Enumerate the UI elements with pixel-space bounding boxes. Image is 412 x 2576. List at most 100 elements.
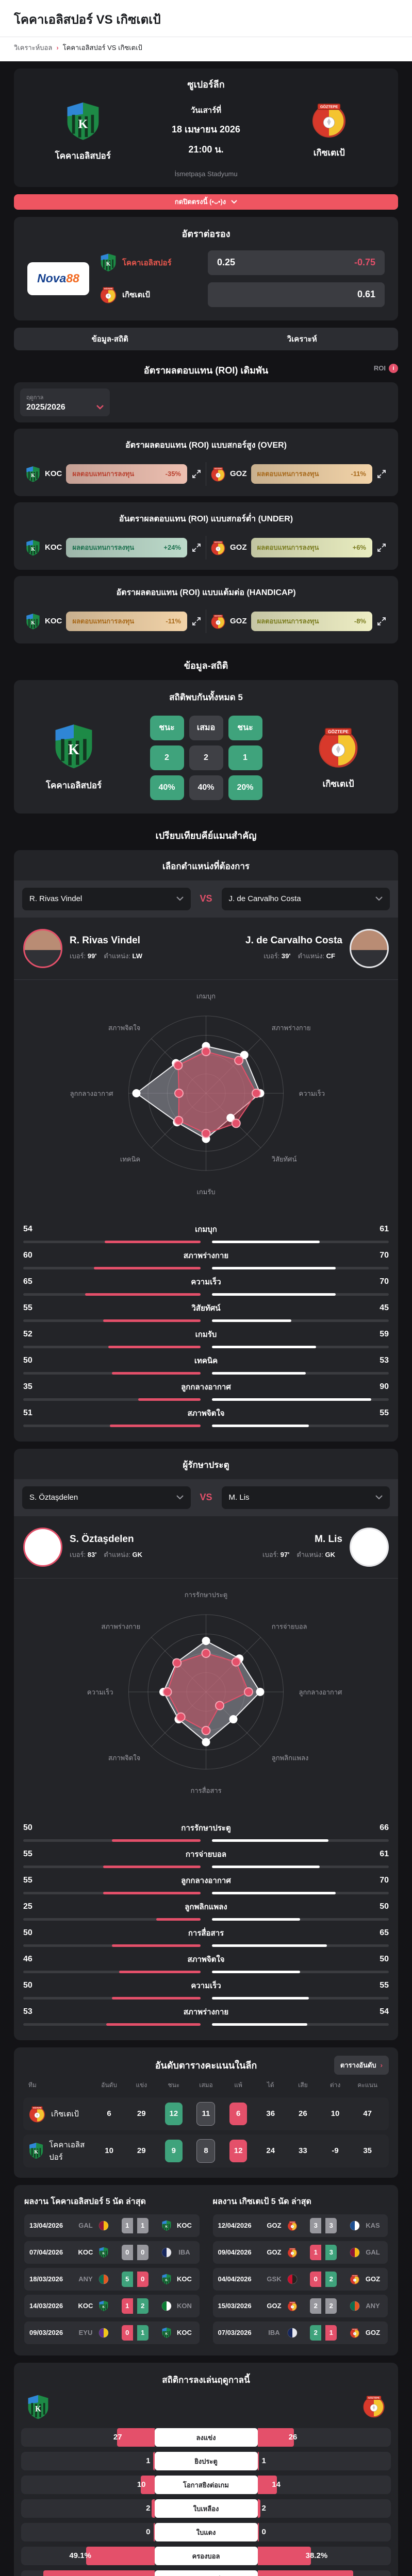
breadcrumb-current: โคคาเอลิสปอร์ VS เกิซเตเป้ bbox=[62, 44, 142, 52]
roi-value-pill: ผลตอบแทนการลงทุน +6% bbox=[251, 537, 372, 557]
stat-left-value: 46 bbox=[23, 1954, 32, 1963]
close-banner-button[interactable]: กดปิดตรงนี้ (•ᴗ•)ง bbox=[14, 194, 398, 210]
stat-right-bar bbox=[211, 1319, 389, 1322]
svg-text:K: K bbox=[165, 2332, 168, 2335]
odds-team: GÖZTEPE เกิซเตเป้ bbox=[100, 286, 203, 303]
keyman-selects: R. Rivas Vindel VS J. de Carvalho Costa bbox=[14, 880, 398, 918]
league-name: ซูเปอร์ลีก bbox=[187, 79, 225, 90]
season-stat-label: ใบเหลือง bbox=[154, 2499, 258, 2518]
radar-chart: เกมบุกสภาพร่างกายความเร็ววิสัยทัศน์เกมรั… bbox=[70, 992, 325, 1196]
stat-left-value: 35 bbox=[23, 1382, 32, 1391]
match-time: 21:00 น. bbox=[188, 144, 224, 155]
match-result-row[interactable]: 14/03/2026 KOC K 1 2 KON bbox=[24, 2294, 200, 2317]
stat-bar-row: 52 เกมรับ 59 bbox=[23, 1323, 389, 1349]
goz-badge: GÖZTEPE bbox=[287, 2221, 297, 2231]
home-badge bbox=[98, 2221, 109, 2231]
expand-icon[interactable] bbox=[191, 543, 202, 553]
h2h-percent: 20% bbox=[228, 775, 262, 800]
home-score: 2 bbox=[310, 2298, 322, 2314]
expand-icon[interactable] bbox=[376, 616, 387, 626]
h2h-grid: ชนะ 2 40% เสมอ 2 40% ชนะ 1 20% bbox=[150, 715, 262, 800]
home-abbr: ANY bbox=[78, 2275, 93, 2283]
avatar bbox=[23, 1527, 62, 1567]
odds-title: อัตราต่อรอง bbox=[182, 228, 230, 239]
breadcrumb-link[interactable]: วิเคราะห์บอล bbox=[14, 44, 53, 52]
match-result-row[interactable]: 12/04/2026 GOZ GÖZTEPE 3 3 KAS bbox=[212, 2214, 388, 2237]
season-filter-card: ฤดูกาล 2025/2026 bbox=[14, 382, 398, 422]
goz-badge: GÖZTEPE bbox=[29, 2106, 45, 2123]
stat-label: เกมบุก bbox=[195, 1225, 217, 1234]
table-draws: 11 bbox=[190, 2102, 222, 2126]
goz-badge: GÖZTEPE bbox=[363, 2395, 385, 2418]
h2h-column: ชนะ 2 40% bbox=[150, 715, 184, 800]
match-result-row[interactable]: 07/03/2026 IBA 2 1 GÖZTEPE GOZ bbox=[212, 2321, 388, 2344]
gk-right-select[interactable]: M. Lis bbox=[221, 1486, 390, 1509]
match-date: 15/03/2026 bbox=[218, 2302, 252, 2310]
odds-values[interactable]: 0.25 -0.75 bbox=[208, 250, 385, 275]
radar-chart: การรักษาประตูการจ่ายบอลลูกกลางอากาศลูกพล… bbox=[87, 1591, 343, 1794]
match-result-row[interactable]: 09/04/2026 GOZ GÖZTEPE 1 3 GAL bbox=[212, 2241, 388, 2264]
player-meta: เบอร์: 39' ตำแหน่ง: CF bbox=[263, 952, 335, 960]
table-row[interactable]: K โคคาเอลิสปอร์ 10 29 9 8 12 24 33 -9 35 bbox=[23, 2134, 389, 2167]
svg-text:การจ่ายบอล: การจ่ายบอล bbox=[272, 1622, 307, 1630]
season-stat-label: ยิงประตู bbox=[154, 2452, 258, 2471]
match-result-row[interactable]: 07/04/2026 KOC K 0 0 IBA bbox=[24, 2241, 200, 2264]
recent-away-column: ผลงาน เกิซเตเป้ 5 นัด ล่าสุด 12/04/2026 … bbox=[212, 2195, 388, 2348]
info-icon[interactable]: i bbox=[389, 363, 398, 373]
match-result-row[interactable]: 15/03/2026 GOZ GÖZTEPE 2 2 ANY bbox=[212, 2294, 388, 2317]
roi-card-title: อันตราผลตอบแทน (ROI) แบบสกอร์ต่ำ (UNDER) bbox=[119, 514, 293, 523]
keyman-left-select[interactable]: R. Rivas Vindel bbox=[22, 887, 191, 910]
away-stat-value: 26 bbox=[288, 2433, 298, 2442]
match-result-row[interactable]: 09/03/2026 EYU 0 1 K KOC bbox=[24, 2321, 200, 2344]
home-stat-value: 1 bbox=[146, 2456, 151, 2466]
home-stat-bar bbox=[140, 2476, 155, 2495]
match-result-row[interactable]: 18/03/2026 ANY 5 0 K KOC bbox=[24, 2267, 200, 2291]
away-stat-value: 68.6% bbox=[348, 2570, 370, 2576]
stat-left-value: 51 bbox=[23, 1408, 32, 1417]
league-table-button[interactable]: ตารางอันดับ › bbox=[334, 2055, 389, 2075]
recent-home-title: ผลงาน โคคาเอลิสปอร์ 5 นัด ล่าสุด bbox=[24, 2197, 146, 2206]
koc-badge: K bbox=[55, 724, 92, 769]
expand-icon[interactable] bbox=[376, 543, 387, 553]
recent-away-title: ผลงาน เกิซเตเป้ 5 นัด ล่าสุด bbox=[212, 2197, 311, 2206]
stat-bar-row: 46 สภาพจิตใจ 50 bbox=[23, 1948, 389, 1974]
koc-badge: K bbox=[29, 2143, 43, 2159]
home-team-block: K โคคาเอลิสปอร์ bbox=[24, 97, 141, 163]
svg-text:การสื่อสาร: การสื่อสาร bbox=[190, 1786, 221, 1794]
stat-left-value: 55 bbox=[23, 1849, 32, 1858]
table-goals-for: 24 bbox=[266, 2146, 275, 2156]
h2h-label: ชนะ bbox=[150, 715, 184, 740]
keyman-right-select[interactable]: J. de Carvalho Costa bbox=[221, 887, 390, 910]
league-table-button-label: ตารางอันดับ bbox=[340, 2061, 376, 2069]
roi-item-koc: K KOC ผลตอบแทนการลงทุน +24% bbox=[21, 537, 206, 557]
expand-icon[interactable] bbox=[191, 616, 202, 626]
expand-icon[interactable] bbox=[376, 469, 387, 479]
away-score: 1 bbox=[137, 2217, 149, 2233]
match-result-row[interactable]: 04/04/2026 GSK 0 2 GÖZTEPE GOZ bbox=[212, 2267, 388, 2291]
gk-left-select[interactable]: S. Öztaşdelen bbox=[22, 1486, 191, 1509]
tab-analysis[interactable]: วิเคราะห์ bbox=[287, 334, 317, 344]
season-select[interactable]: ฤดูกาล 2025/2026 bbox=[20, 388, 110, 416]
stats-section-title: ข้อมูล-สถิติ bbox=[184, 660, 228, 671]
svg-text:K: K bbox=[106, 261, 111, 267]
stat-bar-row: 50 การสื่อสาร 65 bbox=[23, 1922, 389, 1948]
expand-icon[interactable] bbox=[191, 469, 202, 479]
match-result-row[interactable]: 13/04/2026 GAL 1 1 K KOC bbox=[24, 2214, 200, 2237]
bookmaker-logo[interactable]: Nova 88 bbox=[27, 262, 89, 295]
stat-label: สภาพจิตใจ bbox=[187, 1409, 225, 1418]
table-goal-diff: 10 bbox=[331, 2109, 340, 2119]
home-score: 2 bbox=[310, 2325, 322, 2341]
match-date: 09/04/2026 bbox=[218, 2248, 252, 2257]
svg-text:ลูกกลางอากาศ: ลูกกลางอากาศ bbox=[299, 1688, 343, 1697]
stat-bar-row: 50 ความเร็ว 55 bbox=[23, 1974, 389, 2001]
odds-values[interactable]: 0.61 bbox=[208, 282, 385, 307]
home-stat-bar bbox=[43, 2570, 155, 2576]
tab-stats[interactable]: ข้อมูล-สถิติ bbox=[91, 334, 128, 344]
away-team-name: เกิซเตเป้ bbox=[313, 148, 345, 158]
match-date: 18 เมษายน 2026 bbox=[172, 124, 240, 134]
team-badge bbox=[350, 2221, 360, 2231]
season-stats-card: สถิติการลงเล่นฤดูกาลนี้ K GÖZTEPE 27 26 … bbox=[14, 2362, 398, 2576]
table-row[interactable]: GÖZTEPE เกิซเตเป้ 6 29 12 11 6 36 26 10 4… bbox=[23, 2097, 389, 2130]
gk-stat-bars: 50 การรักษาประตู 66 55 การจ่ายบอล 61 55 ลูกกล… bbox=[14, 1810, 398, 2040]
svg-text:GÖZTEPE: GÖZTEPE bbox=[215, 467, 222, 469]
